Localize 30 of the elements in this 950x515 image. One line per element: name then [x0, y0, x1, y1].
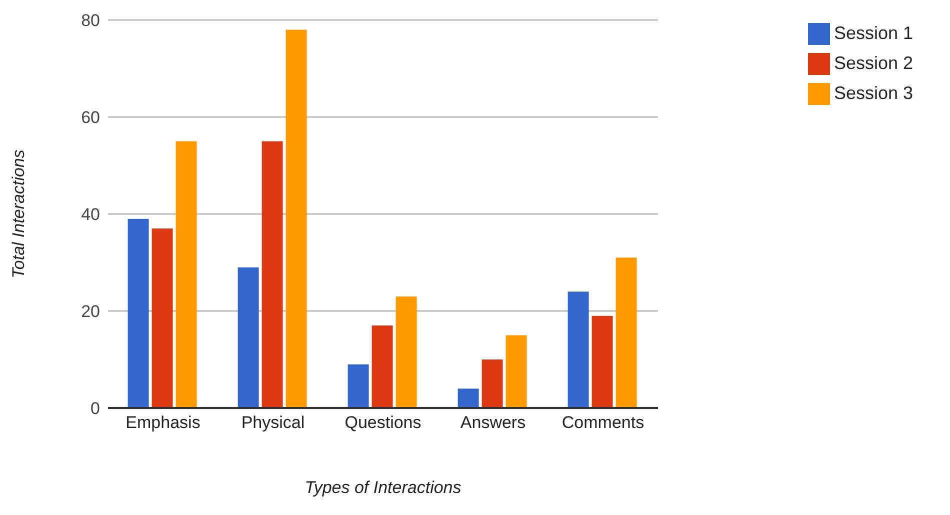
- bar: [616, 258, 637, 408]
- bar: [506, 335, 527, 408]
- bar: [592, 316, 613, 408]
- x-tick-label: Emphasis: [126, 413, 200, 432]
- bar: [458, 388, 479, 408]
- bar: [286, 30, 307, 408]
- legend-label: Session 3: [834, 83, 914, 103]
- y-tick-label: 40: [81, 205, 100, 224]
- y-tick-label: 60: [81, 108, 100, 128]
- legend-label: Session 2: [834, 53, 914, 73]
- bar: [238, 267, 259, 408]
- x-tick-label: Questions: [344, 413, 422, 432]
- bar: [396, 296, 417, 408]
- bar: [372, 326, 393, 408]
- x-tick-label: Answers: [460, 413, 526, 432]
- y-tick-label: 20: [81, 302, 100, 322]
- bar: [176, 141, 197, 408]
- bar: [568, 292, 589, 408]
- x-axis-title: Types of Interactions: [304, 478, 462, 497]
- x-tick-label: Physical: [241, 413, 305, 432]
- y-tick-label: 80: [81, 11, 100, 30]
- legend-label: Session 1: [834, 23, 914, 43]
- y-tick-label: 0: [90, 399, 100, 418]
- y-axis-title: Total Interactions: [9, 149, 28, 278]
- bar: [348, 364, 369, 408]
- bar: [128, 218, 149, 408]
- bar: [262, 141, 283, 408]
- x-tick-label: Comments: [562, 413, 644, 432]
- bar: [482, 360, 503, 408]
- bar: [152, 228, 173, 408]
